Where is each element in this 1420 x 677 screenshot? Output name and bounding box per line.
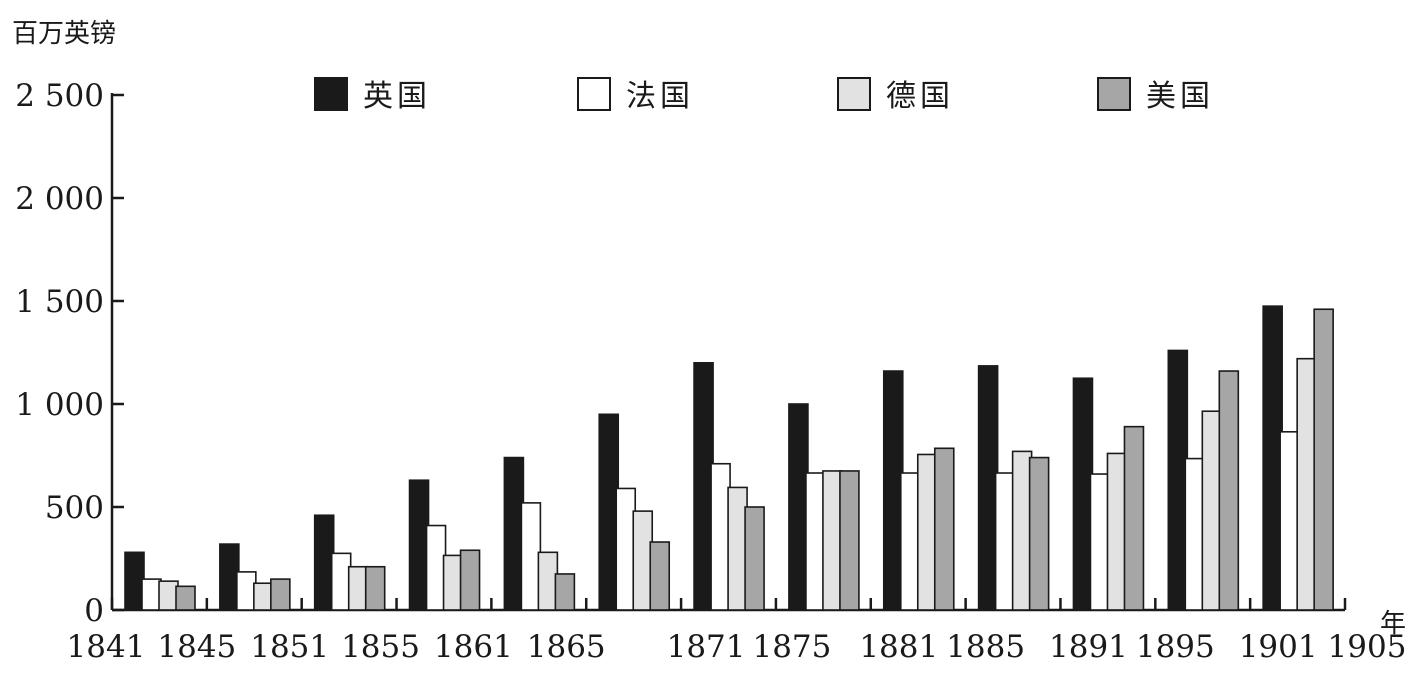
bar-2-1865-1871 <box>615 487 637 611</box>
bar-2-1861-1865 <box>520 502 542 611</box>
y-tick-label: 0 <box>84 593 104 629</box>
legend-swatch <box>1097 77 1131 111</box>
bar-4-1855-1861 <box>459 549 481 611</box>
bar-4-1865-1871 <box>649 541 671 611</box>
bar-2-1881-1885 <box>899 472 921 611</box>
bar-4-1871-1875 <box>744 506 765 611</box>
legend-swatch <box>314 77 348 111</box>
x-tick-label: 1855 <box>341 629 420 665</box>
bar-2-1901-1905 <box>1279 431 1300 611</box>
bar-3-1841-1845 <box>158 580 179 611</box>
bar-2-1841-1845 <box>141 578 162 611</box>
x-tick-label: 1881 <box>859 629 938 665</box>
legend-label: 法国 <box>626 79 694 114</box>
bar-1-1855-1861 <box>408 479 430 611</box>
bar-2-1891-1895 <box>1089 473 1111 611</box>
bar-3-1851-1855 <box>347 565 369 611</box>
bars-group <box>124 305 1334 611</box>
bar-1-1881-1885 <box>882 370 904 611</box>
bar-4-1891-1895 <box>1123 425 1145 611</box>
bar-3-1895-1901 <box>1201 410 1223 611</box>
bar-1-1885-1891 <box>977 365 999 611</box>
bar-2-1871-1875 <box>710 462 731 611</box>
legend-swatch <box>577 77 611 111</box>
x-tick-label: 1841 <box>67 629 146 665</box>
y-tick-label: 1 000 <box>15 387 104 423</box>
bar-2-1845-1851 <box>236 571 257 611</box>
bar-3-1891-1895 <box>1106 452 1128 611</box>
x-tick-label: 1851 <box>250 629 329 665</box>
bar-3-1861-1865 <box>537 551 559 611</box>
bar-1-1845-1851 <box>219 543 240 611</box>
bar-1-1861-1865 <box>503 456 525 611</box>
bar-1-1871-1875 <box>693 361 714 611</box>
bar-4-1881-1885 <box>933 447 955 611</box>
bar-2-1851-1855 <box>330 552 352 611</box>
y-tick-label: 500 <box>45 490 104 526</box>
bar-1-1901-1905 <box>1262 305 1283 611</box>
legend-label: 德国 <box>886 79 954 114</box>
y-tick-label: 2 500 <box>15 78 104 114</box>
bar-3-1871-1875 <box>727 486 748 611</box>
bar-2-1875-1881 <box>805 472 826 611</box>
x-axis-unit-label: 年 <box>1380 609 1406 639</box>
x-tick-label: 1895 <box>1136 629 1215 665</box>
x-tick-label: 1901 <box>1239 629 1318 665</box>
bar-4-1895-1901 <box>1218 370 1240 611</box>
bar-4-1841-1845 <box>175 585 196 611</box>
x-tick-label: 1845 <box>157 629 236 665</box>
bar-4-1885-1891 <box>1028 456 1050 611</box>
bar-3-1875-1881 <box>822 470 843 611</box>
bar-1-1851-1855 <box>313 514 335 611</box>
x-tick-label: 1865 <box>527 629 606 665</box>
legend-label: 美国 <box>1146 79 1214 114</box>
x-tick-label: 1891 <box>1049 629 1128 665</box>
bar-2-1885-1891 <box>994 472 1016 611</box>
x-tick-label: 1871 <box>667 629 746 665</box>
bar-4-1845-1851 <box>270 578 291 611</box>
x-tick-label: 1875 <box>752 629 831 665</box>
bar-2-1895-1901 <box>1184 457 1206 611</box>
bar-1-1875-1881 <box>788 403 809 611</box>
bar-3-1865-1871 <box>632 510 654 611</box>
x-tick-label: 1861 <box>434 629 513 665</box>
bar-4-1901-1905 <box>1313 308 1334 611</box>
x-tick-label: 1905 <box>1328 629 1407 665</box>
bar-4-1875-1881 <box>839 470 860 611</box>
bar-1-1865-1871 <box>598 413 620 611</box>
y-tick-label: 2 000 <box>15 181 104 217</box>
y-axis: 0 500 1 000 1 500 2 000 2 500 <box>15 78 124 629</box>
bar-1-1895-1901 <box>1167 349 1189 611</box>
bar-4-1851-1855 <box>364 565 386 611</box>
legend-swatch <box>837 77 871 111</box>
legend-label: 英国 <box>363 79 431 114</box>
bar-3-1901-1905 <box>1296 357 1317 611</box>
y-tick-label: 1 500 <box>15 284 104 320</box>
bar-2-1855-1861 <box>425 524 447 611</box>
bar-4-1861-1865 <box>554 573 576 611</box>
bar-1-1841-1845 <box>124 551 145 611</box>
bar-3-1855-1861 <box>442 554 464 611</box>
x-tick-label: 1885 <box>946 629 1025 665</box>
bar-3-1881-1885 <box>916 453 938 611</box>
y-axis-title: 百万英镑 <box>12 19 116 49</box>
bar-3-1885-1891 <box>1011 450 1033 611</box>
bar-3-1845-1851 <box>253 582 274 611</box>
bar-1-1891-1895 <box>1072 377 1094 611</box>
legend: 英国 法国 德国 美国 <box>314 77 1214 114</box>
